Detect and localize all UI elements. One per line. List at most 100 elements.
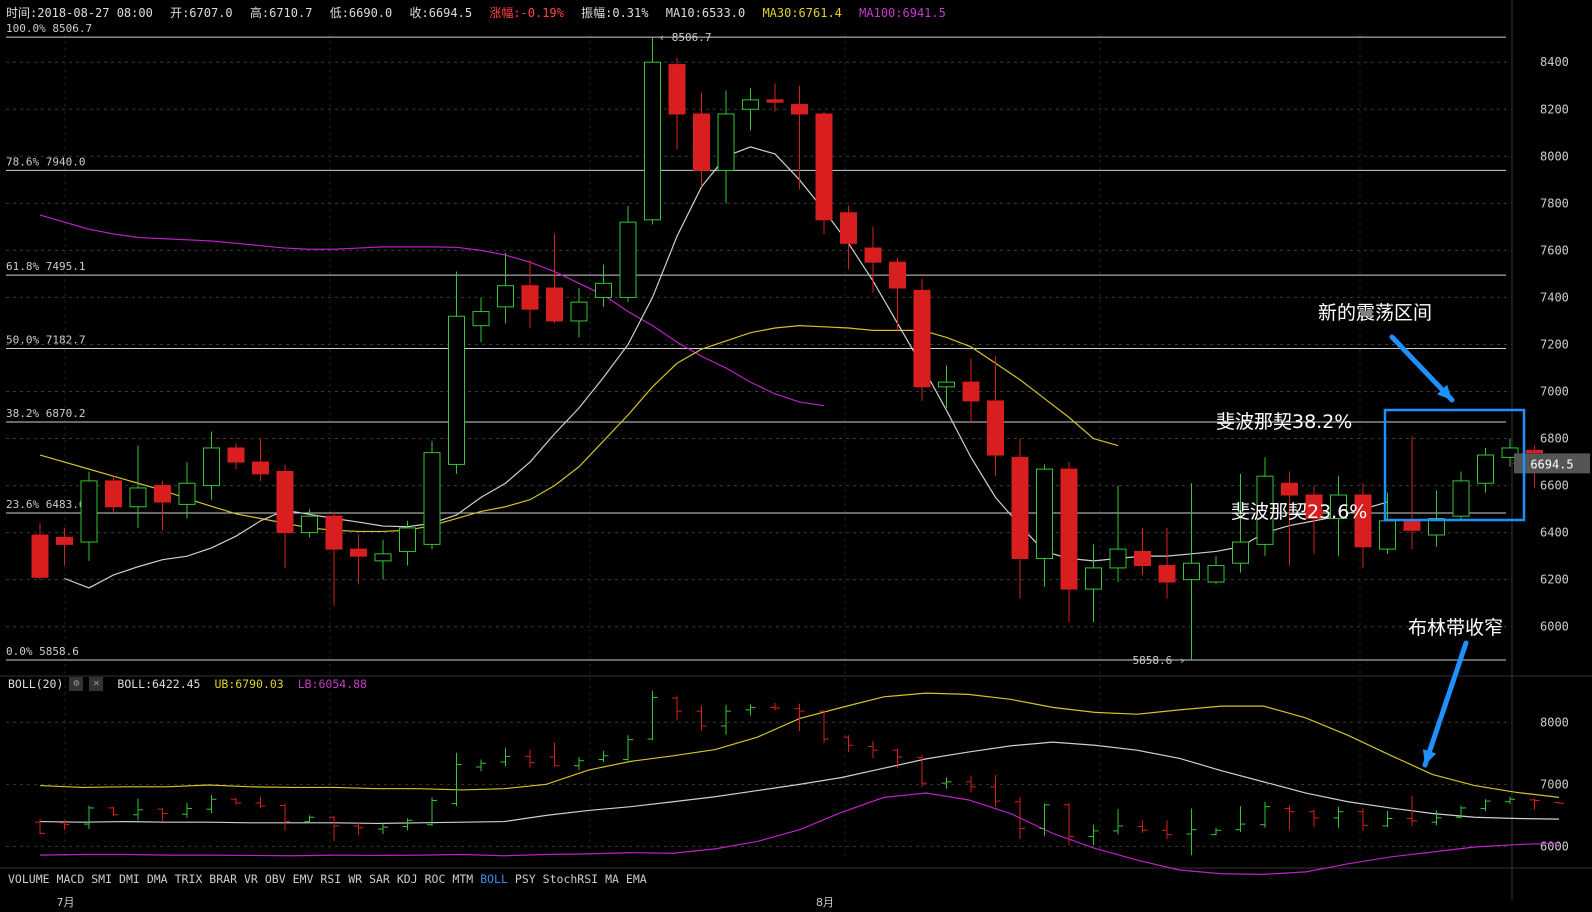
fib-236-label: 斐波那契23.6% xyxy=(1231,501,1367,523)
new-range-label: 新的震荡区间 xyxy=(1318,302,1432,324)
boll-middle-band xyxy=(39,741,1560,825)
candle-body xyxy=(1085,567,1102,590)
candle-body xyxy=(717,113,735,171)
candle-body xyxy=(1379,520,1396,550)
candle-body xyxy=(1232,541,1249,564)
close-icon[interactable]: ✕ xyxy=(89,677,104,691)
tab-roc[interactable]: ROC xyxy=(424,872,446,886)
candle-body xyxy=(1109,548,1127,569)
candle-body xyxy=(938,381,955,388)
price-tick-label: 6400 xyxy=(1540,526,1569,540)
candle-body xyxy=(472,311,490,327)
tab-obv[interactable]: OBV xyxy=(264,872,286,886)
price-tick-label: 8000 xyxy=(1540,149,1569,163)
price-tick-label: 6600 xyxy=(1540,479,1569,493)
tab-rsi[interactable]: RSI xyxy=(320,872,342,886)
fib-label: 61.8% 7495.1 xyxy=(6,260,85,273)
boll-tick-label: 8000 xyxy=(1540,715,1569,729)
ma30-line xyxy=(39,325,1119,533)
tab-ema[interactable]: EMA xyxy=(625,872,647,886)
candle-body xyxy=(227,447,245,463)
tab-trix[interactable]: TRIX xyxy=(174,872,203,886)
squeeze-arrow xyxy=(1422,640,1469,768)
candle-body xyxy=(962,381,980,402)
min-price-marker: 5858.6 › xyxy=(1133,654,1186,667)
candle-body xyxy=(31,534,49,578)
candle-body xyxy=(129,487,147,508)
range-arrow-head xyxy=(1437,384,1452,400)
tab-stochrsi[interactable]: StochRSI xyxy=(542,872,599,886)
boll-squeeze-label: 布林带收窄 xyxy=(1408,617,1503,639)
tab-wr[interactable]: WR xyxy=(348,872,363,886)
boll-value: BOLL:6422.45 xyxy=(117,677,201,691)
candle-body xyxy=(864,247,882,263)
candle-body xyxy=(1526,449,1543,454)
candle-body xyxy=(374,553,392,562)
price-tick-label: 7400 xyxy=(1540,290,1569,304)
tab-psy[interactable]: PSY xyxy=(514,872,536,886)
candle-body xyxy=(1183,562,1200,581)
tab-kdj[interactable]: KDJ xyxy=(396,872,418,886)
fib-label: 78.6% 7940.0 xyxy=(6,155,85,168)
info-bar: 时间:2018-08-27 08:00 开:6707.0 高:6710.7 低:… xyxy=(6,4,956,21)
candle-body xyxy=(668,64,686,115)
candle-body xyxy=(1403,520,1421,531)
candle-body xyxy=(1256,475,1274,545)
boll-lower-band xyxy=(39,792,1560,875)
candle-body xyxy=(1428,518,1445,536)
gear-icon[interactable]: ⚙ xyxy=(69,677,84,691)
price-tick-label: 6000 xyxy=(1540,620,1569,634)
candle-body xyxy=(644,61,661,221)
current-price-tag xyxy=(1514,453,1590,474)
tab-mtm[interactable]: MTM xyxy=(452,872,474,886)
info-open: 开:6707.0 xyxy=(170,6,233,20)
tab-dmi[interactable]: DMI xyxy=(119,872,140,886)
candle-body xyxy=(1060,468,1078,590)
candle-body xyxy=(301,515,318,534)
boll-lb: LB:6054.88 xyxy=(297,677,367,691)
candle-body xyxy=(105,480,122,508)
candle-body xyxy=(80,480,98,543)
tab-sar[interactable]: SAR xyxy=(369,872,390,886)
candle-body xyxy=(56,536,73,545)
ma100-line xyxy=(39,214,825,407)
boll-tick-label: 7000 xyxy=(1540,777,1569,791)
candle-body xyxy=(203,447,220,487)
candle-body xyxy=(1036,468,1053,560)
fib-label: 50.0% 7182.7 xyxy=(6,334,85,347)
tab-smi[interactable]: SMI xyxy=(91,872,113,886)
tab-dma[interactable]: DMA xyxy=(146,872,168,886)
tab-brar[interactable]: BRAR xyxy=(209,872,237,886)
current-price-value: 6694.5 xyxy=(1530,457,1573,471)
info-change: 涨幅:-0.19% xyxy=(489,6,564,20)
tab-volume[interactable]: VOLUME xyxy=(8,872,50,886)
range-arrow xyxy=(1389,334,1455,403)
boll-title: BOLL(20) xyxy=(8,677,64,691)
candle-body xyxy=(840,212,857,244)
candle-body xyxy=(448,315,465,465)
tab-vr[interactable]: VR xyxy=(244,872,258,886)
fib-label: 100.0% 8506.7 xyxy=(6,22,92,35)
time-label: 8月 xyxy=(816,896,834,909)
candle-body xyxy=(815,113,833,221)
candle-body xyxy=(766,99,784,103)
info-high: 高:6710.7 xyxy=(249,6,313,20)
tab-macd[interactable]: MACD xyxy=(56,872,85,886)
candle-body xyxy=(693,113,710,171)
price-tick-label: 6200 xyxy=(1540,573,1569,587)
info-ma10: MA10:6533.0 xyxy=(665,6,746,20)
info-ma100: MA100:6941.5 xyxy=(859,6,946,20)
price-tick-label: 8200 xyxy=(1540,102,1569,116)
candle-body xyxy=(1305,494,1323,520)
squeeze-arrow-head xyxy=(1422,749,1437,765)
price-tick-label: 7600 xyxy=(1540,243,1569,257)
candle-body xyxy=(252,461,269,475)
tab-boll[interactable]: BOLL xyxy=(480,872,508,886)
candle-body xyxy=(1452,480,1470,517)
tab-emv[interactable]: EMV xyxy=(292,872,314,886)
tab-ma[interactable]: MA xyxy=(605,872,619,886)
price-tick-label: 8400 xyxy=(1540,55,1569,69)
price-tick-label: 7800 xyxy=(1540,196,1569,210)
candle-body xyxy=(619,221,637,298)
